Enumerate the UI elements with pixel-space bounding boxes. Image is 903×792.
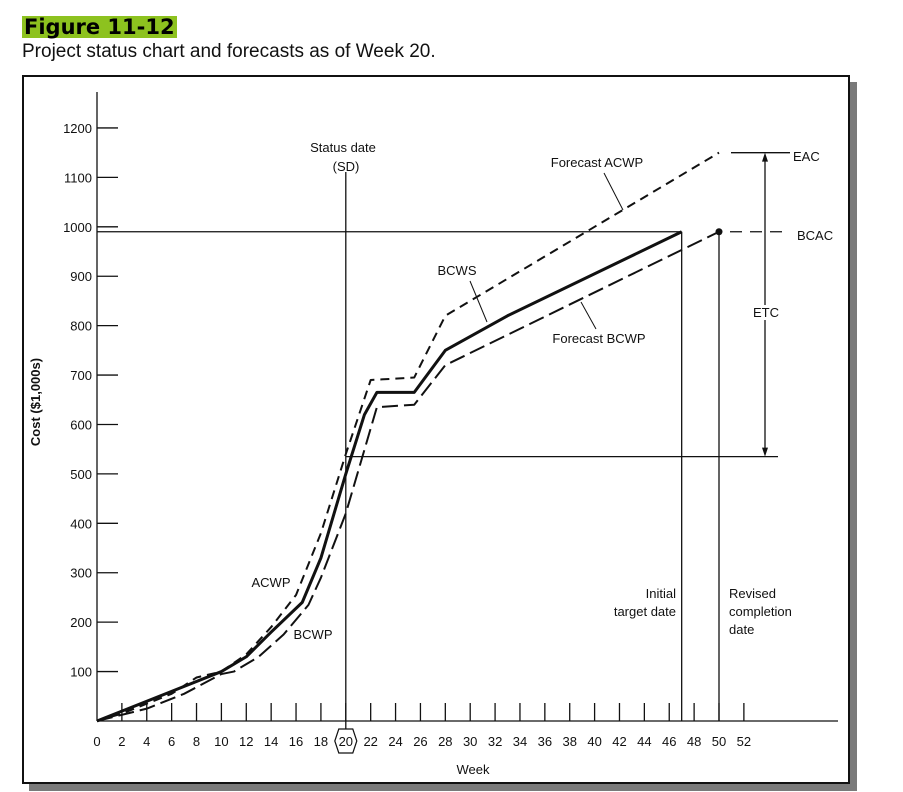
initial-target-label: Initial — [646, 586, 676, 601]
x-tick-label: 22 — [363, 734, 377, 749]
revised-completion-label: Revised — [729, 586, 776, 601]
bcws-leader — [469, 280, 488, 323]
x-tick-label: 2 — [118, 734, 125, 749]
forecast-bcwp-label: Forecast BCWP — [552, 331, 645, 346]
bcws-label: BCWS — [438, 263, 477, 278]
forecast-acwp-leader — [603, 172, 624, 211]
x-tick-label: 52 — [737, 734, 751, 749]
figure-label: Figure 11-12 — [22, 15, 177, 39]
etc-label-bg — [750, 305, 782, 320]
y-tick-label: 700 — [70, 368, 92, 383]
x-tick-label: 42 — [612, 734, 626, 749]
x-tick-label: 18 — [314, 734, 328, 749]
y-tick-label: 800 — [70, 319, 92, 334]
series-acwp — [96, 151, 720, 722]
etc-arrowhead-top — [762, 152, 768, 162]
y-axis-label: Cost ($1,000s) — [28, 358, 43, 446]
y-tick-label: 400 — [70, 516, 92, 531]
x-tick-label: 20 — [339, 734, 353, 749]
chart-frame — [22, 75, 850, 784]
x-tick-label: 50 — [712, 734, 726, 749]
bcac-label: BCAC — [797, 228, 833, 243]
series-bcws — [96, 230, 683, 723]
x-tick-label: 40 — [587, 734, 601, 749]
y-tick-label: 500 — [70, 467, 92, 482]
x-tick-label: 8 — [193, 734, 200, 749]
figure-caption: Project status chart and forecasts as of… — [22, 41, 436, 62]
series-bcwp — [96, 230, 720, 722]
highlighted-tick-hexagon — [334, 728, 358, 754]
revised-completion-label: date — [729, 622, 754, 637]
x-tick-label: 38 — [562, 734, 576, 749]
y-tick-label: 1000 — [63, 220, 92, 235]
eac-label: EAC — [793, 149, 820, 164]
etc-arrowhead-bottom — [762, 447, 768, 457]
etc-label: ETC — [753, 305, 779, 320]
y-tick-label: 600 — [70, 417, 92, 432]
x-tick-label: 30 — [463, 734, 477, 749]
x-tick-label: 0 — [93, 734, 100, 749]
x-tick-label: 36 — [538, 734, 552, 749]
status-date-label: (SD) — [333, 159, 360, 174]
x-tick-label: 12 — [239, 734, 253, 749]
y-tick-label: 100 — [70, 665, 92, 680]
revised-completion-label: completion — [729, 604, 792, 619]
x-tick-label: 4 — [143, 734, 150, 749]
x-tick-label: 32 — [488, 734, 502, 749]
x-tick-label: 14 — [264, 734, 278, 749]
y-tick-label: 1100 — [64, 170, 92, 185]
x-tick-label: 24 — [388, 734, 402, 749]
x-tick-label: 44 — [637, 734, 651, 749]
y-tick-label: 900 — [70, 269, 92, 284]
y-tick-label: 300 — [70, 566, 92, 581]
x-axis-label: Week — [457, 762, 490, 777]
x-tick-label: 16 — [289, 734, 303, 749]
x-tick-label: 46 — [662, 734, 676, 749]
forecast-acwp-label: Forecast ACWP — [551, 155, 643, 170]
y-tick-label: 1200 — [63, 121, 92, 136]
acwp-label: ACWP — [252, 575, 291, 590]
x-tick-label: 34 — [513, 734, 527, 749]
bcwp-label: BCWP — [294, 627, 333, 642]
y-tick-label: 200 — [70, 615, 92, 630]
x-tick-label: 6 — [168, 734, 175, 749]
initial-target-label: target date — [614, 604, 676, 619]
x-tick-label: 10 — [214, 734, 228, 749]
x-tick-label: 26 — [413, 734, 427, 749]
x-tick-label: 48 — [687, 734, 701, 749]
forecast-bcwp-leader — [580, 301, 597, 330]
status-date-label: Status date — [310, 140, 376, 155]
x-tick-label: 28 — [438, 734, 452, 749]
